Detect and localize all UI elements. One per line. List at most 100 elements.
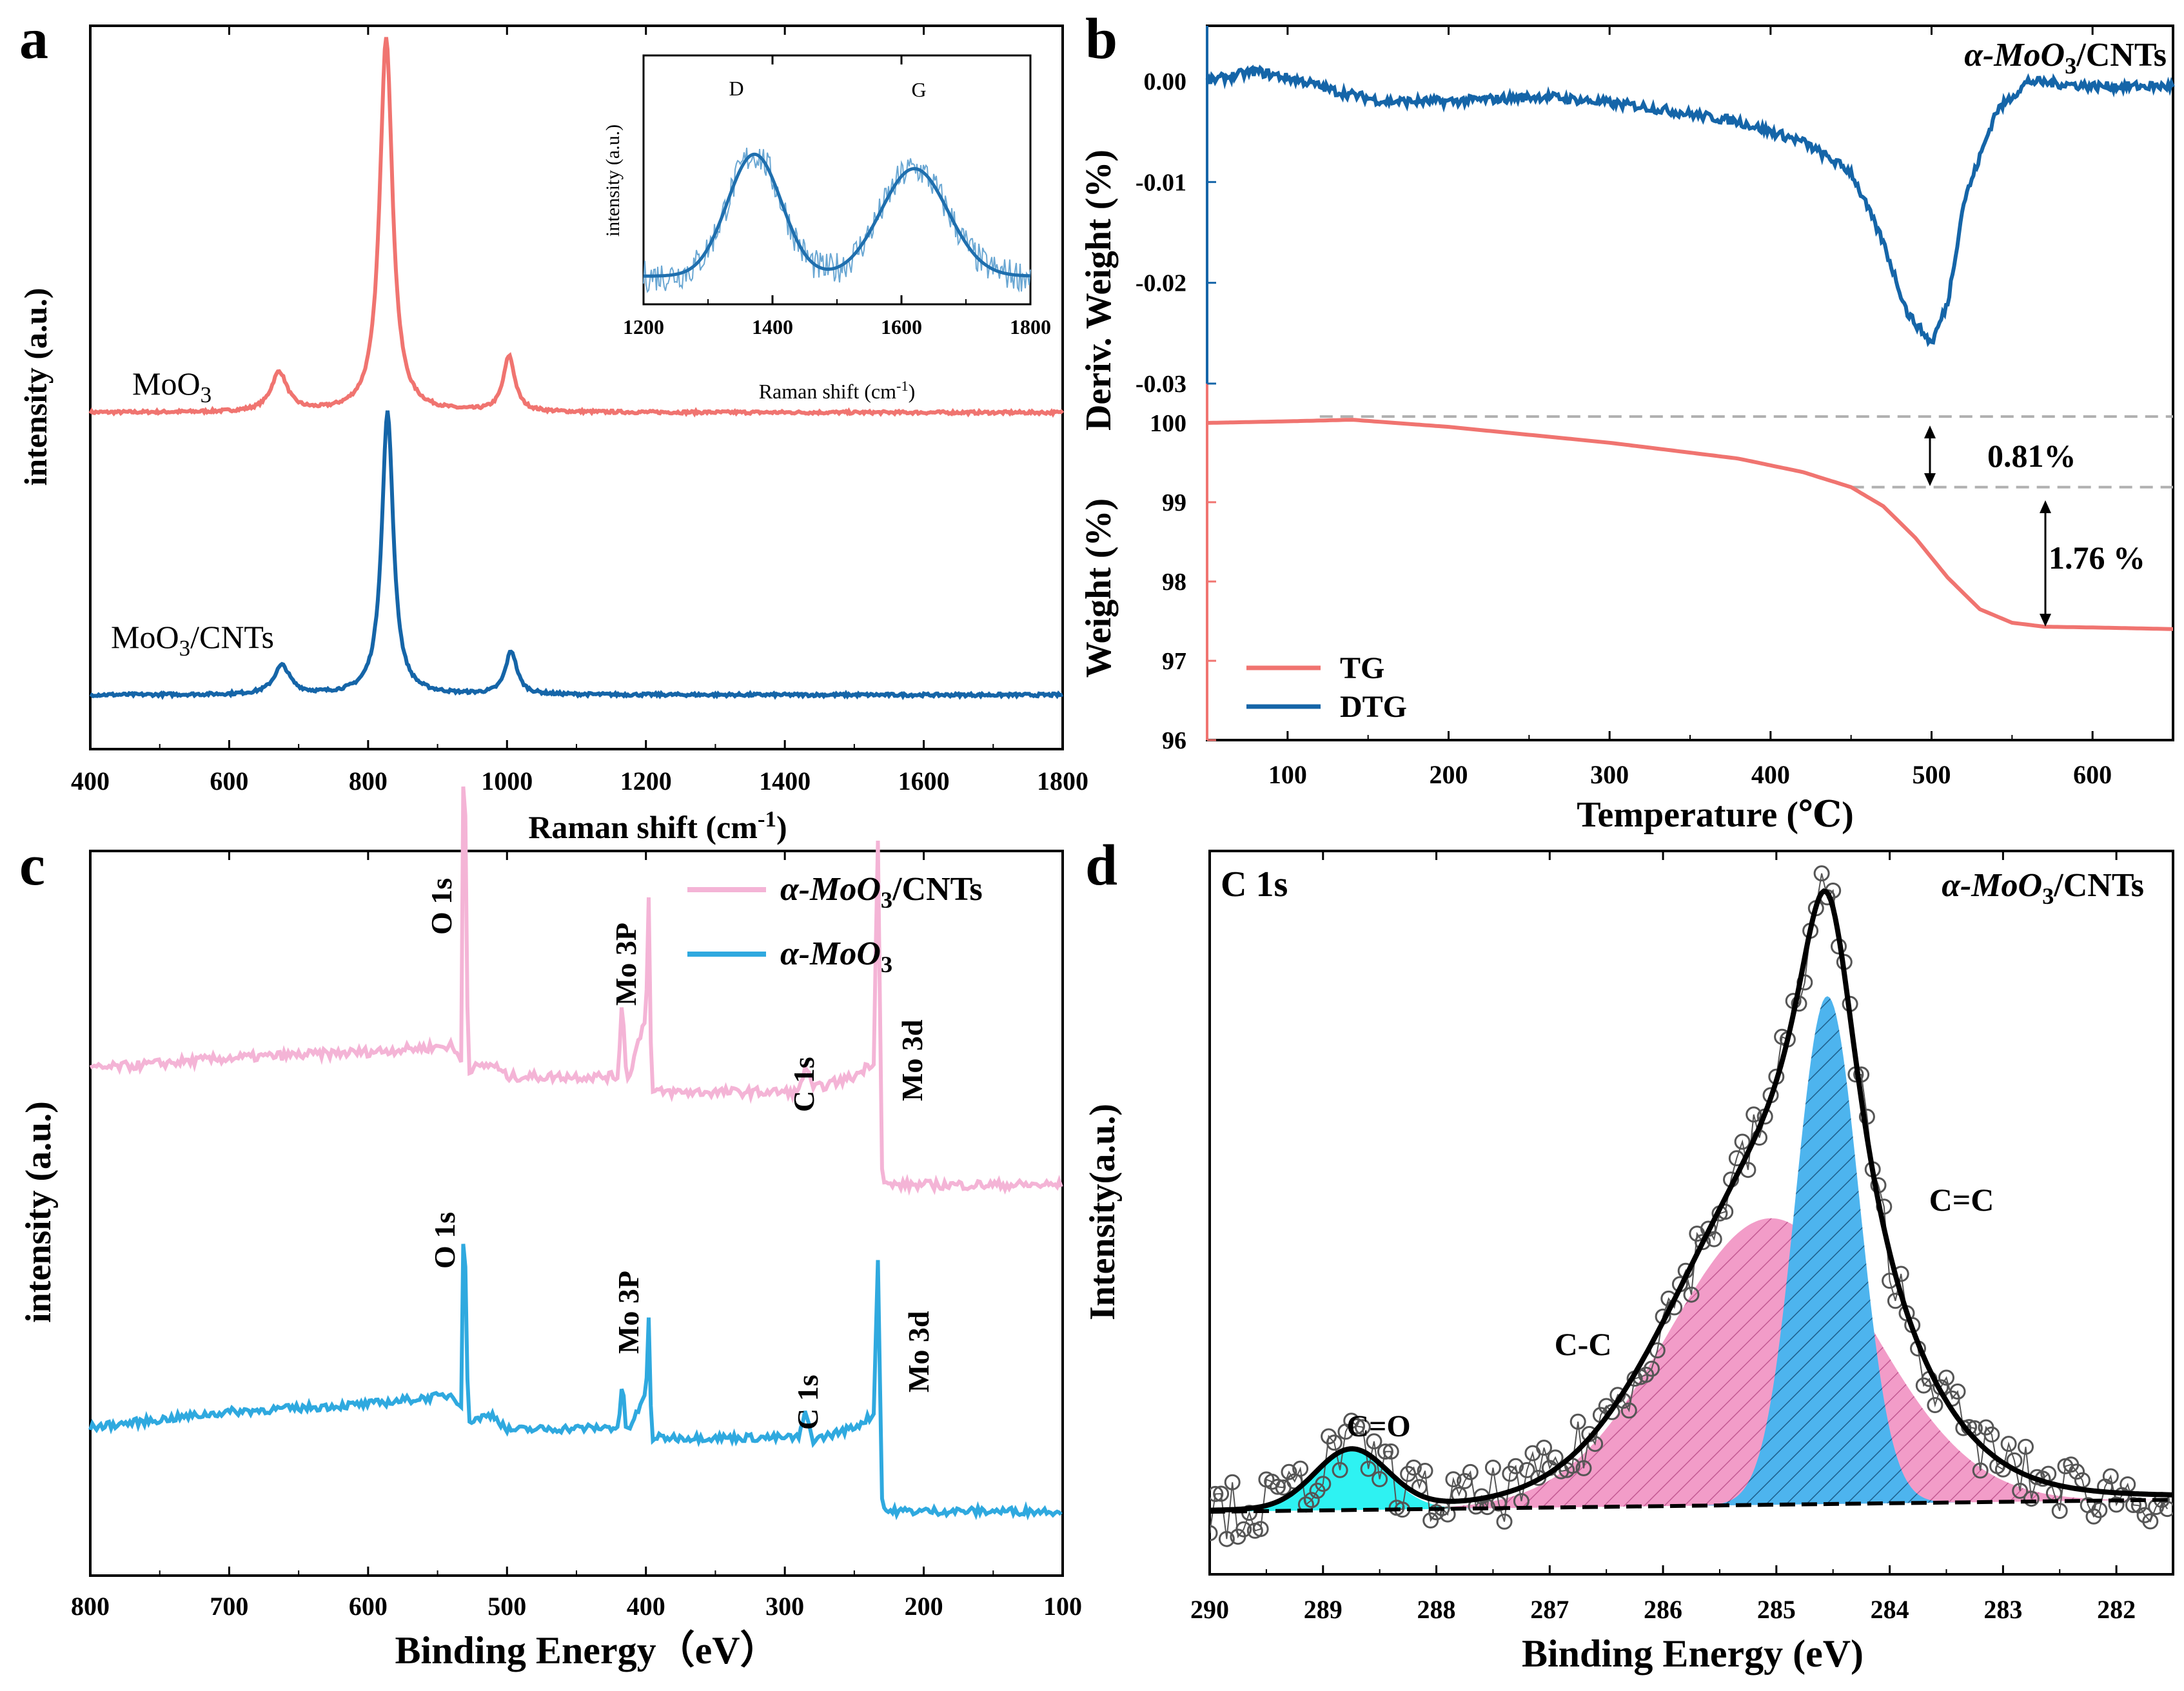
dtg-y-tick-label: -0.02 (1136, 270, 1186, 297)
data-point (1281, 1463, 1297, 1480)
data-point (1377, 1443, 1393, 1460)
panel-a-x-tick-label: 1600 (898, 767, 950, 796)
panel-b-legend: TG DTG (1246, 651, 1407, 724)
inset-y-label: intensity (a.u.) (602, 124, 624, 237)
annotation-arrows (1924, 425, 2051, 627)
peak-label-mo3d-top: Mo 3d (896, 1019, 929, 1101)
dtg-y-tick-label: -0.01 (1136, 169, 1186, 196)
data-point (1382, 1443, 1399, 1460)
data-point (2125, 1497, 2141, 1513)
data-point (2000, 1436, 2017, 1452)
data-point (1439, 1506, 1456, 1523)
data-point (1938, 1369, 1954, 1386)
label-moo3: MoO3 (132, 366, 212, 407)
panel-c-x-tick-label: 400 (627, 1592, 665, 1621)
legend-label-tg: TG (1340, 651, 1384, 685)
panel-c-x-tick-label: 500 (487, 1592, 526, 1621)
panel-letter-b: b (1085, 7, 1117, 71)
panel-c-y-label: intensity (a.u.) (19, 1101, 59, 1323)
panel-d-frame (1208, 850, 2174, 1576)
legend-label-moo3: α-MoO3 (780, 935, 892, 977)
data-point (1270, 1478, 1286, 1495)
data-point (1303, 1492, 1320, 1509)
peak-label-c1s-top: C 1s (787, 1057, 820, 1112)
panel-letter-c: c (19, 834, 45, 897)
data-point (1484, 1460, 1501, 1476)
data-point (1210, 1525, 1218, 1541)
data-point (1746, 1106, 1762, 1123)
panel-a-x-label: Raman shift (cm-1) (528, 806, 787, 845)
panel-d-x-tick-label: 287 (1530, 1595, 1569, 1624)
data-point (1235, 1521, 1252, 1538)
data-point (1252, 1521, 1269, 1538)
tg-y-tick-label: 98 (1162, 569, 1186, 596)
inset-peak-d-label: D (729, 77, 743, 100)
panel-d-x-tick-label: 290 (1190, 1595, 1229, 1624)
inset-raw-signal (643, 148, 1031, 293)
panel-c-x-tick-label: 800 (71, 1592, 110, 1621)
data-point (1496, 1513, 1513, 1530)
data-point (2142, 1513, 2159, 1530)
data-point (1813, 865, 1830, 882)
panel-d-x-tick-label: 286 (1644, 1595, 1682, 1624)
panel-d-x-tick-label: 284 (1871, 1595, 1909, 1624)
panel-d-x-tick-label: 289 (1304, 1595, 1343, 1624)
data-point (1519, 1461, 1535, 1478)
component-label-c-eq-c: C=C (1929, 1182, 1994, 1218)
data-point (1315, 1476, 1332, 1492)
tg-y-tick-label: 96 (1162, 727, 1186, 754)
data-point (1927, 1397, 1943, 1413)
panel-d-x-ticks: 290 289 288 287 286 285 284 283 282 (1190, 851, 2136, 1624)
panel-c-x-tick-label: 100 (1043, 1592, 1082, 1621)
panel-b-y-label-bottom: Weight (%) (1079, 498, 1119, 678)
peak-label-mo3p-top: Mo 3P (609, 923, 642, 1006)
data-point (1508, 1458, 1524, 1474)
data-point (1972, 1462, 1989, 1479)
data-point (1575, 1460, 1592, 1476)
annotation-176: 1.76 % (2049, 540, 2145, 576)
data-point (1332, 1461, 1348, 1478)
data-point (1405, 1460, 1422, 1476)
data-point (1644, 1360, 1660, 1377)
arrow-176-heads (2040, 500, 2051, 627)
panel-d-x-tick-label: 288 (1417, 1595, 1456, 1624)
component-c-eq-c (1684, 996, 1971, 1506)
data-point (2051, 1503, 2068, 1520)
panel-d: d 290 289 288 287 286 285 284 283 282 C 1s α-MoO… (1083, 834, 2174, 1675)
dtg-y-tick-label: 0.00 (1144, 68, 1187, 95)
panel-b-x-tick-label: 400 (1751, 760, 1790, 789)
peak-label-mo3d-bottom: Mo 3d (902, 1311, 935, 1393)
panel-b-y-ticks: 0.00 -0.01 -0.02 -0.03 96 97 98 99 100 (1136, 68, 1216, 754)
inset-x-ticks: 1200 1400 1600 1800 (623, 55, 1051, 338)
data-point (1445, 1471, 1462, 1488)
raw-data-line (1210, 873, 2169, 1539)
data-point (1536, 1440, 1552, 1456)
label-moo3-cnts: MoO3/CNTs (111, 619, 274, 661)
panel-d-x-tick-label: 283 (1983, 1595, 2022, 1624)
inset-x-label: Raman shift (cm-1) (759, 378, 916, 403)
data-point (2102, 1468, 2119, 1485)
series-line-moo3-xps (88, 1244, 1063, 1521)
data-point (2159, 1501, 2173, 1518)
component-c-c (1312, 1218, 2173, 1510)
data-point (1210, 1485, 1224, 1502)
data-point (1620, 1402, 1637, 1419)
panel-a-x-tick-label: 800 (349, 767, 388, 796)
data-point (1218, 1530, 1235, 1547)
panel-b-title: α-MoO3/CNTs (1964, 37, 2167, 79)
component-label-c-c: C-C (1555, 1326, 1612, 1362)
data-point (1683, 1286, 1700, 1303)
panel-c-x-tick-label: 600 (349, 1592, 388, 1621)
baseline (1210, 1498, 2173, 1514)
data-point (2069, 1463, 2085, 1480)
panel-a-x-tick-label: 600 (210, 767, 248, 796)
panel-b-x-tick-label: 200 (1430, 760, 1468, 789)
panel-d-x-label: Binding Energy (eV) (1522, 1632, 1864, 1675)
tg-y-tick-label: 97 (1162, 648, 1186, 675)
data-point (1547, 1449, 1564, 1466)
data-point (1354, 1419, 1371, 1436)
panel-b-x-ticks: 100 200 300 400 500 600 (1268, 26, 2112, 789)
legend-label-moo3-cnts: α-MoO3/CNTs (780, 871, 983, 913)
data-point (1292, 1460, 1309, 1477)
